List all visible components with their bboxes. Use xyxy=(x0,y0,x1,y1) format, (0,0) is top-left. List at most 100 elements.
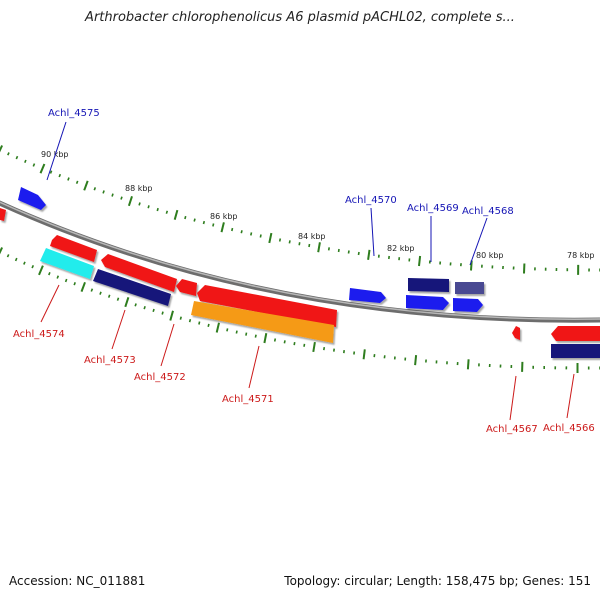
inner-tick xyxy=(99,291,102,295)
reverse-labels: Achl_4574 Achl_4573 Achl_4572 Achl_4571 … xyxy=(13,329,595,435)
outer-tick xyxy=(317,242,321,253)
map-title: Arthrobacter chlorophenolicus A6 plasmid… xyxy=(85,10,515,25)
gene-achl-4568[interactable] xyxy=(453,298,483,312)
inner-tick xyxy=(14,257,18,262)
outer-tick xyxy=(24,159,27,164)
outer-tick xyxy=(184,215,187,220)
outer-tick xyxy=(173,209,179,220)
outer-tick xyxy=(15,155,19,160)
scale-label-80: 80 kbp xyxy=(476,251,504,260)
outer-tick xyxy=(470,260,473,271)
inner-tick xyxy=(466,359,470,370)
gene-achl-4575[interactable] xyxy=(18,187,46,210)
outer-tick xyxy=(268,232,273,244)
label-achl-4568[interactable]: Achl_4568 xyxy=(462,206,514,217)
label-achl-4569[interactable]: Achl_4569 xyxy=(407,203,459,214)
gene-achl-4573-red[interactable] xyxy=(101,254,177,292)
outer-tick-ring xyxy=(0,145,600,275)
gene-achl-4566-red[interactable] xyxy=(551,326,600,341)
inner-tick xyxy=(80,281,86,292)
forward-callouts xyxy=(46,121,488,266)
outer-tick xyxy=(120,196,123,200)
gene-achl-4569[interactable] xyxy=(406,295,449,310)
scale-label-84: 84 kbp xyxy=(298,232,326,241)
inner-tick xyxy=(198,321,201,325)
outer-tick xyxy=(138,202,141,206)
outer-tick xyxy=(75,180,79,184)
inner-tick xyxy=(0,247,4,255)
inner-tick xyxy=(323,346,326,351)
gene-achl-4570[interactable] xyxy=(349,288,386,303)
leader-achl-4575 xyxy=(46,121,67,181)
inner-tick xyxy=(116,297,120,301)
backbone-arc xyxy=(0,200,600,323)
scale-labels: 90 kbp 88 kbp 86 kbp 84 kbp 82 kbp 80 kb… xyxy=(41,150,595,260)
leader-achl-4572 xyxy=(160,323,175,367)
gene-achl-4574[interactable] xyxy=(40,248,94,279)
outer-tick xyxy=(367,249,371,260)
gene-achl-4569-top[interactable] xyxy=(408,278,449,292)
inner-tick xyxy=(254,334,257,338)
outer-tick xyxy=(298,242,301,246)
inner-tick xyxy=(303,343,306,347)
leader-achl-4570 xyxy=(370,207,375,257)
leader-achl-4573 xyxy=(111,309,126,350)
scale-label-86: 86 kbp xyxy=(210,212,238,221)
outer-tick xyxy=(418,255,422,267)
outer-tick xyxy=(58,173,62,178)
outer-tick xyxy=(193,218,196,222)
outer-tick xyxy=(357,251,360,256)
gene-achl-4571[interactable] xyxy=(191,301,334,343)
inner-tick xyxy=(245,332,248,336)
leader-achl-4567 xyxy=(509,375,517,421)
gene-achl-4574-red[interactable] xyxy=(50,235,97,262)
gene-achl-4567[interactable] xyxy=(512,326,520,340)
inner-tick xyxy=(362,349,366,360)
scale-label-90: 90 kbp xyxy=(41,150,69,159)
inner-tick xyxy=(48,272,51,276)
leader-achl-4574 xyxy=(40,284,60,323)
inner-tick xyxy=(414,355,418,366)
gene-achl-4568-top[interactable] xyxy=(455,282,484,294)
outer-tick xyxy=(67,177,70,181)
inner-tick xyxy=(283,340,286,344)
inner-tick xyxy=(6,254,10,258)
inner-tick xyxy=(38,265,44,276)
outer-tick xyxy=(202,220,206,225)
inner-tick xyxy=(124,296,130,308)
inner-tick xyxy=(161,311,164,315)
outer-tick xyxy=(278,238,282,242)
label-achl-4571[interactable]: Achl_4571 xyxy=(222,394,274,405)
label-achl-4575[interactable]: Achl_4575 xyxy=(48,108,100,119)
outer-tick xyxy=(102,190,105,194)
reverse-callouts xyxy=(40,284,575,421)
label-achl-4570[interactable]: Achl_4570 xyxy=(345,195,397,206)
leader-achl-4571 xyxy=(248,345,260,389)
label-achl-4567[interactable]: Achl_4567 xyxy=(486,424,538,435)
inner-tick xyxy=(207,323,210,327)
inner-tick xyxy=(56,275,60,279)
gene-achl-4566[interactable] xyxy=(551,344,600,358)
inner-tick xyxy=(312,341,316,353)
gene-achl-4573[interactable] xyxy=(93,269,171,306)
outer-tick xyxy=(111,193,114,197)
inner-tick xyxy=(64,278,68,283)
label-achl-4572[interactable]: Achl_4572 xyxy=(134,372,186,383)
leader-achl-4566 xyxy=(566,373,575,419)
gene-left-edge[interactable] xyxy=(0,208,6,221)
outer-tick xyxy=(32,163,36,167)
inner-tick xyxy=(134,303,137,307)
outer-tick xyxy=(147,205,150,209)
outer-tick xyxy=(7,152,10,156)
inner-tick xyxy=(23,261,26,265)
label-achl-4574[interactable]: Achl_4574 xyxy=(13,329,65,340)
scale-label-82: 82 kbp xyxy=(387,244,415,253)
gene-achl-4571-red[interactable] xyxy=(197,285,337,327)
gene-achl-4572[interactable] xyxy=(176,279,197,296)
outer-tick xyxy=(308,243,311,248)
inner-tick xyxy=(31,264,35,269)
label-achl-4566[interactable]: Achl_4566 xyxy=(543,423,595,434)
inner-tick xyxy=(188,318,192,323)
label-achl-4573[interactable]: Achl_4573 xyxy=(84,355,136,366)
